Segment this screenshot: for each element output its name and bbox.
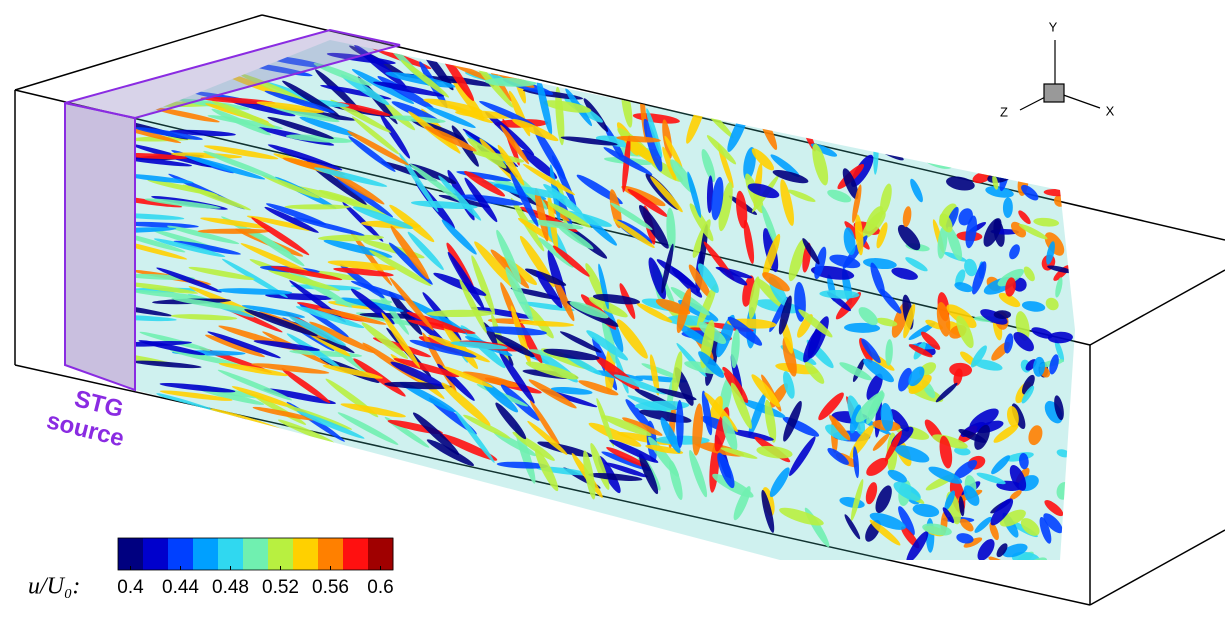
flow-streak (145, 440, 215, 459)
flow-streak (161, 420, 228, 437)
flow-streak (174, 426, 256, 434)
colorbar-tick-label: 0.56 (312, 577, 349, 598)
flow-streak (131, 424, 214, 437)
flow-streak (127, 422, 205, 429)
flow-streak (214, 440, 277, 460)
colorbar-swatch (318, 538, 344, 570)
stg-annotation: STG source (44, 380, 134, 452)
colorbar-swatch (143, 538, 169, 570)
colorbar-label: u/U₀: (28, 574, 80, 600)
figure: Y Z X STG source u/U₀: 0.40.440.480.520.… (0, 0, 1225, 620)
colorbar-swatch (293, 538, 319, 570)
colorbar-swatch (368, 538, 394, 570)
colorbar-swatch (118, 538, 144, 570)
colorbar-swatch (243, 538, 269, 570)
flow-streak (178, 444, 253, 471)
colorbar-swatch (343, 538, 369, 570)
axis-x-label: X (1106, 103, 1115, 118)
flow-streak (135, 420, 206, 429)
flow-streak (183, 462, 263, 476)
colorbar-swatch (168, 538, 194, 570)
flow-streak (215, 446, 291, 472)
flow-streak (147, 445, 220, 455)
flow-streak (113, 453, 195, 480)
axis-y-label: Y (1049, 19, 1058, 34)
flow-streak (141, 444, 221, 470)
colorbar-tick-label: 0.6 (367, 577, 393, 598)
axis-z-label: Z (1000, 104, 1008, 119)
flow-streak (202, 443, 284, 468)
flow-streak (106, 470, 191, 485)
flow-streak (184, 460, 250, 476)
flow-streak (102, 491, 173, 498)
colorbar-tick-label: 0.44 (162, 577, 199, 598)
flow-volume (97, 30, 1080, 576)
colorbar-tick-label: 0.52 (262, 577, 299, 598)
flow-streak (97, 474, 173, 480)
axes-triad (1020, 40, 1100, 110)
colorbar-swatch (218, 538, 244, 570)
colorbar-tick-label: 0.4 (117, 577, 144, 598)
colorbar-tick-label: 0.48 (212, 577, 249, 598)
flow-streak (103, 476, 181, 485)
flow-streak (139, 449, 221, 472)
colorbar-swatch (193, 538, 219, 570)
colorbar-swatch (268, 538, 294, 570)
colorbar: 0.4 0.44 0.48 0.52 0.56 0.6 (117, 538, 393, 598)
flow-streak (144, 434, 228, 448)
